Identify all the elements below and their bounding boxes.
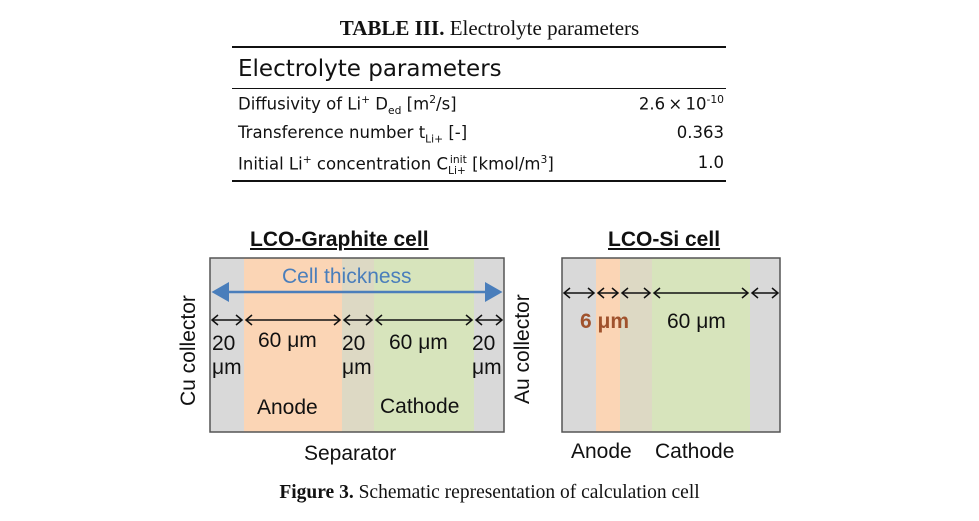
si-cathode-thickness: 60 μm xyxy=(667,310,726,333)
cu-collector-thickness: 20 μm xyxy=(212,332,242,379)
si-separator-layer xyxy=(620,258,652,432)
si-cathode-layer xyxy=(652,258,750,432)
table-row-transference: Transference number tLi+ [-] 0.363 xyxy=(238,123,724,146)
table-caption: TABLE III. Electrolyte parameters xyxy=(339,16,640,40)
table-bottom-rule xyxy=(232,180,726,182)
cathode-thickness: 60 μm xyxy=(389,331,448,354)
cu-collector-label: Cu collector xyxy=(177,295,200,406)
table-top-rule xyxy=(232,46,726,48)
table-header: Electrolyte parameters xyxy=(238,56,502,82)
graphite-cell-outline xyxy=(209,257,505,433)
si-dimension-arrows xyxy=(562,287,780,299)
si-cell-outline xyxy=(561,257,781,433)
au-collector-thickness: 20 μm xyxy=(472,332,502,379)
si-cathode-label: Cathode xyxy=(655,440,735,463)
anode-thickness: 60 μm xyxy=(258,329,317,352)
si-anode-label: Anode xyxy=(571,440,632,463)
anode-label: Anode xyxy=(257,396,318,419)
table-row-diffusivity: Diffusivity of Li+ Ded [m2/s] 2.6 × 10-1… xyxy=(238,93,724,117)
si-right-collector xyxy=(750,258,780,432)
si-cell-title: LCO-Si cell xyxy=(608,228,721,251)
cell-thickness-label: Cell thickness xyxy=(282,265,412,288)
table-row-concentration: Initial Li+ concentration CLi+init [kmol… xyxy=(238,153,724,177)
si-anode-layer xyxy=(596,258,620,432)
graphite-dimension-arrows xyxy=(210,314,504,326)
au-collector-label: Au collector xyxy=(511,294,534,404)
figure-caption: Figure 3. Schematic representation of ca… xyxy=(279,482,700,503)
graphite-cell-title: LCO-Graphite cell xyxy=(250,228,429,251)
table-header-rule xyxy=(232,88,726,89)
cathode-label: Cathode xyxy=(380,395,460,418)
separator-label: Separator xyxy=(304,442,397,465)
si-anode-thickness: 6 μm xyxy=(580,310,630,333)
si-left-collector xyxy=(562,258,596,432)
separator-thickness: 20 μm xyxy=(342,332,372,379)
